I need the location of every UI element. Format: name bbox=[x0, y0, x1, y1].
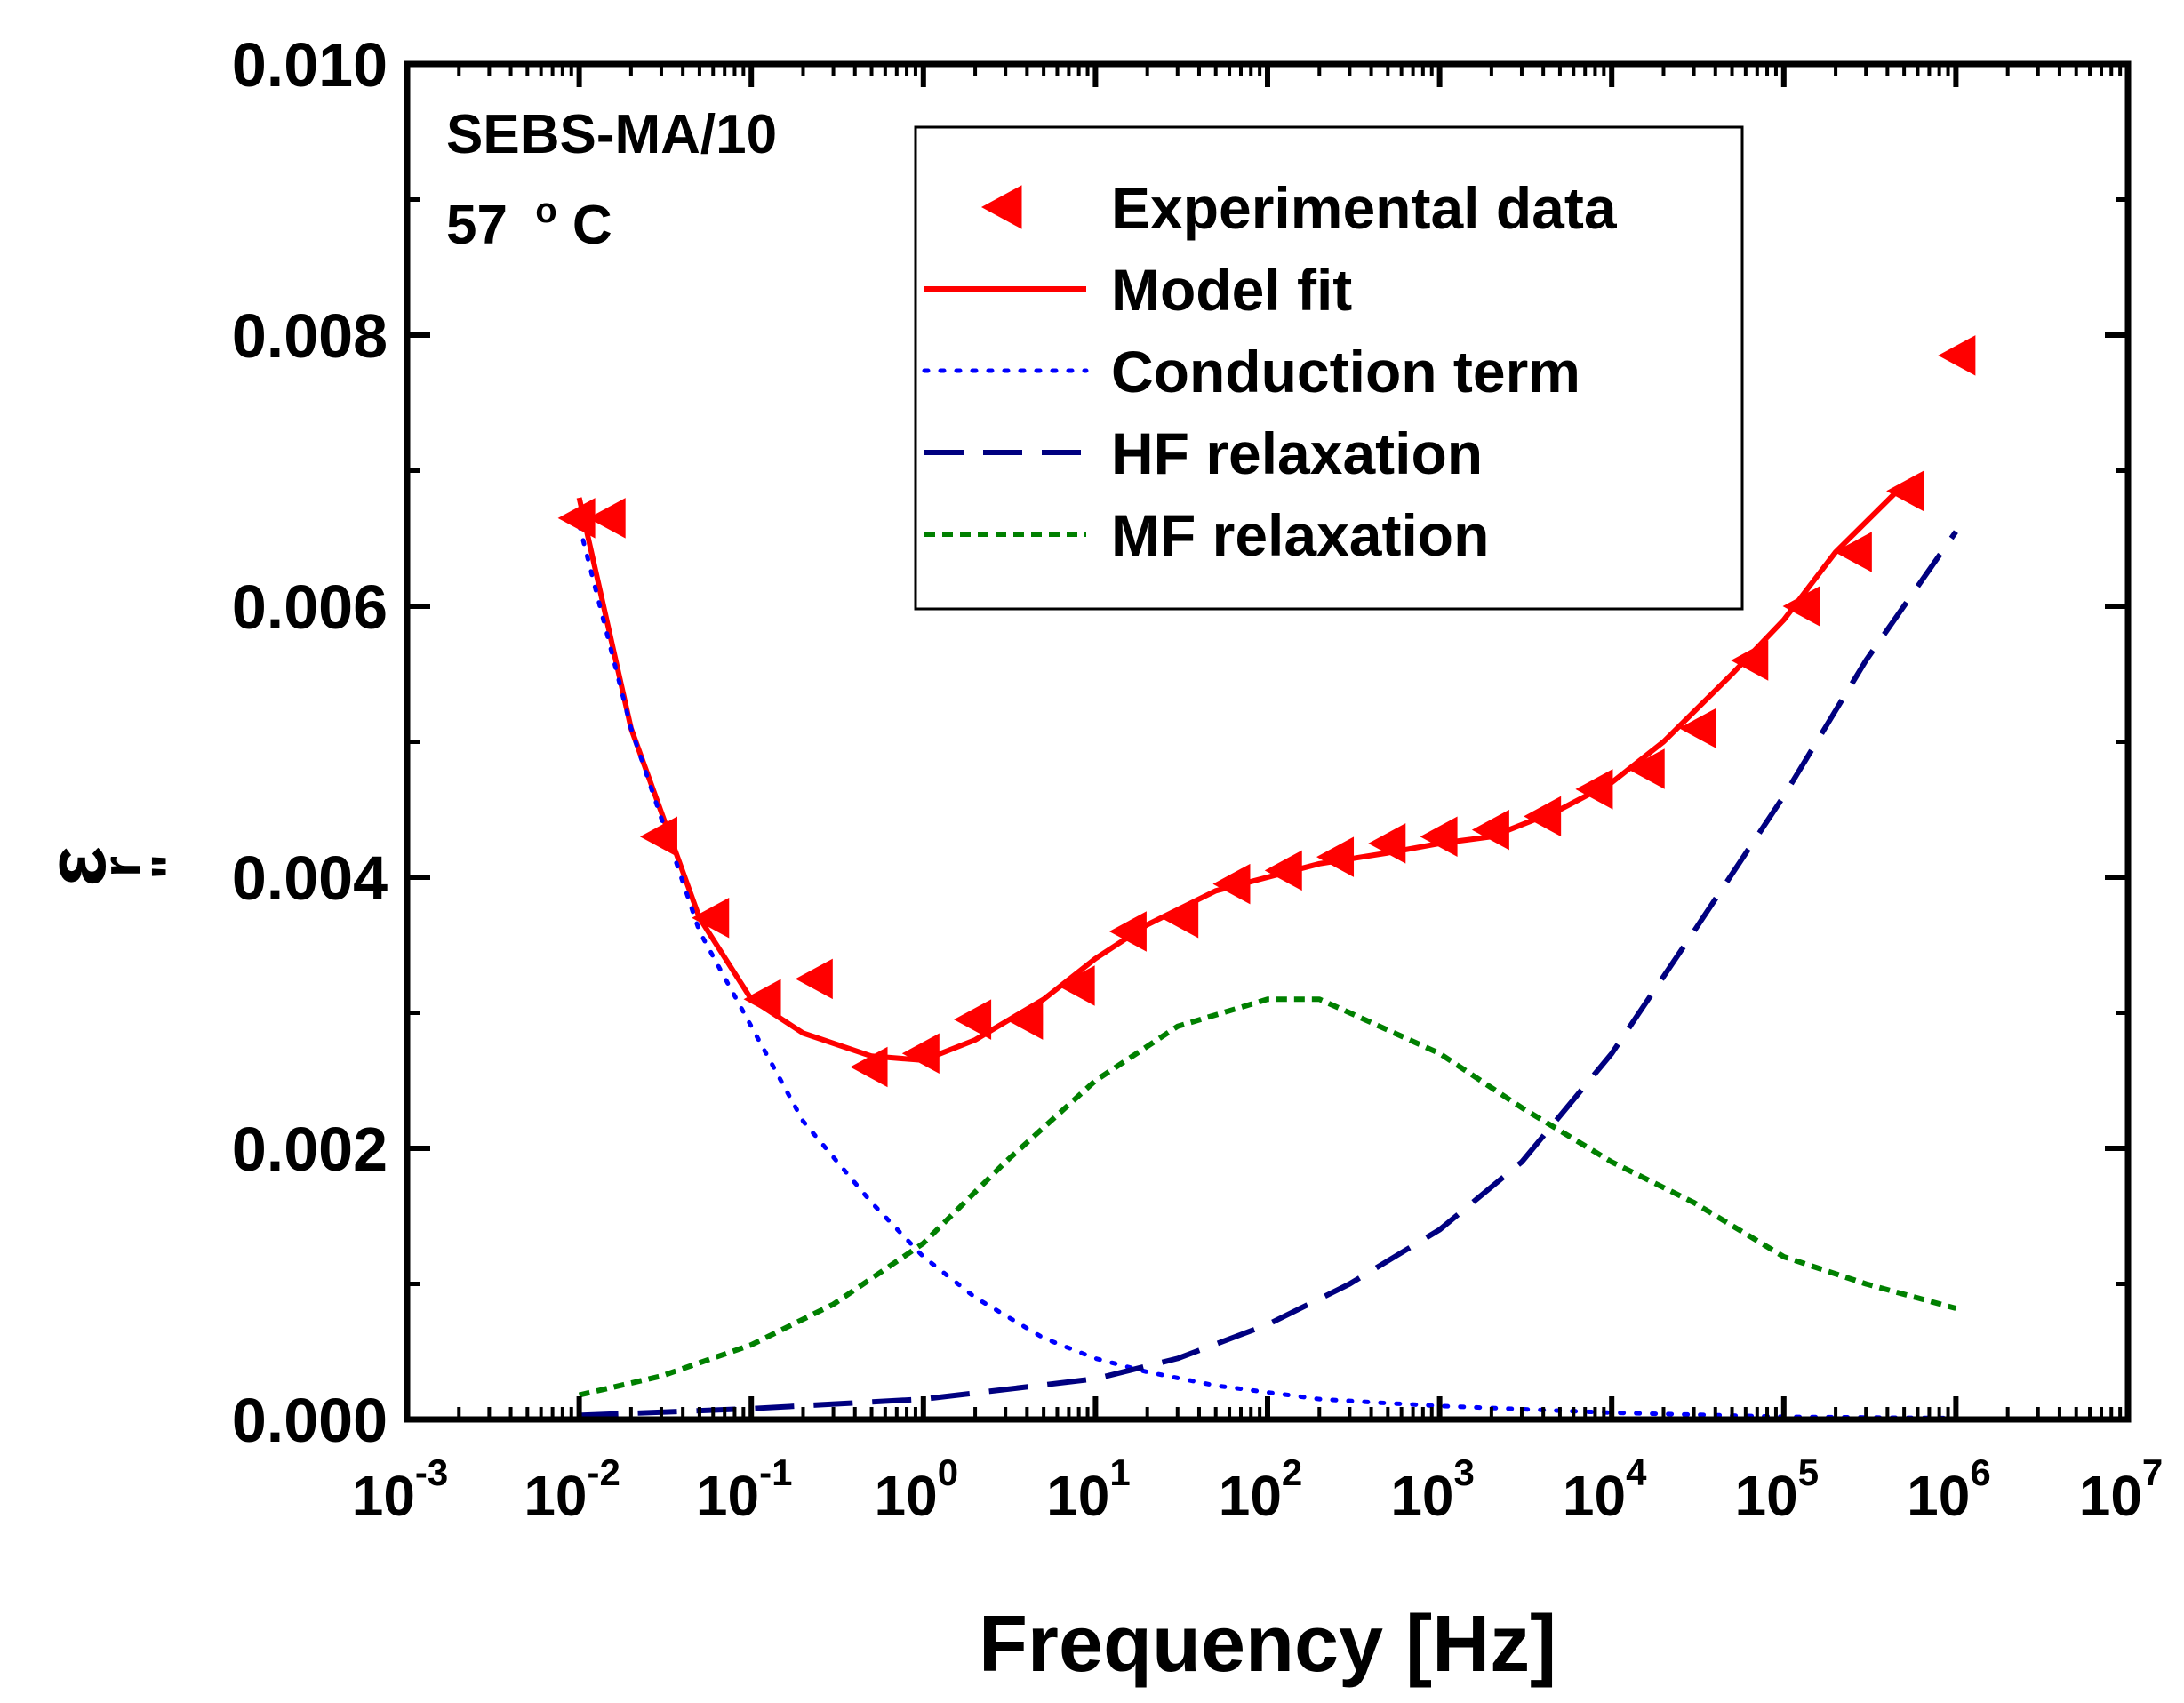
data-point-25 bbox=[1834, 532, 1872, 572]
data-point-1 bbox=[588, 498, 626, 539]
x-tick-label-3: 100 bbox=[875, 1451, 959, 1528]
data-point-22 bbox=[1678, 708, 1716, 749]
data-point-15 bbox=[1316, 836, 1355, 877]
legend-marker-triangle bbox=[981, 185, 1022, 229]
series-line-hf-relaxation bbox=[579, 530, 1958, 1419]
y-tick-label-4: 0.008 bbox=[232, 301, 388, 371]
series-line-mf-relaxation bbox=[578, 996, 1957, 1398]
legend: Experimental data Model fit Conduction ter… bbox=[922, 175, 1618, 568]
data-point-3 bbox=[692, 897, 730, 939]
data-point-8 bbox=[954, 999, 992, 1040]
data-point-12 bbox=[1161, 897, 1199, 939]
y-tick-label-1: 0.002 bbox=[232, 1115, 388, 1184]
y-tick-label-2: 0.004 bbox=[232, 844, 388, 913]
data-point-18 bbox=[1471, 809, 1509, 851]
legend-item-hf-relaxation: HF relaxation bbox=[924, 420, 1483, 486]
data-point-5 bbox=[795, 958, 833, 1000]
data-point-23 bbox=[1731, 640, 1769, 681]
data-point-6 bbox=[850, 1046, 888, 1088]
data-point-9 bbox=[1005, 999, 1044, 1040]
data-point-26 bbox=[1886, 470, 1924, 512]
legend-item-model-fit: Model fit bbox=[924, 257, 1352, 323]
data-point-16 bbox=[1368, 823, 1406, 864]
legend-box bbox=[914, 125, 1744, 611]
series-layer bbox=[576, 482, 1958, 1419]
x-tick-label-4: 101 bbox=[1046, 1451, 1131, 1528]
data-point-17 bbox=[1420, 816, 1458, 858]
x-tick-label-9: 106 bbox=[1907, 1451, 1991, 1528]
y-tick-label-3: 0.006 bbox=[232, 572, 388, 642]
marker-layer bbox=[557, 335, 1976, 1088]
legend-item-conduction-term: Conduction term bbox=[922, 339, 1580, 404]
x-tick-label-1: 10-2 bbox=[524, 1451, 620, 1528]
y-tick-label-5: 0.010 bbox=[232, 30, 388, 100]
data-point-19 bbox=[1524, 796, 1562, 837]
data-point-21 bbox=[1627, 748, 1665, 789]
data-point-2 bbox=[639, 816, 677, 858]
y-tick-label-0: 0.000 bbox=[232, 1386, 388, 1455]
sample-label: SEBS-MA/10 bbox=[446, 104, 777, 165]
data-point-0 bbox=[557, 498, 596, 539]
data-point-27 bbox=[1938, 335, 1976, 376]
x-tick-label-5: 102 bbox=[1219, 1451, 1303, 1528]
legend-label: MF relaxation bbox=[1111, 502, 1489, 568]
y-axis-subscript: r bbox=[92, 856, 153, 877]
data-point-4 bbox=[743, 979, 781, 1020]
data-point-14 bbox=[1264, 850, 1302, 891]
temperature-label: 57 o C bbox=[446, 173, 612, 256]
data-point-10 bbox=[1057, 965, 1095, 1006]
x-tick-label-2: 10-1 bbox=[696, 1451, 793, 1528]
x-tick-label-7: 104 bbox=[1563, 1451, 1647, 1528]
x-tick-label-0: 10-3 bbox=[352, 1451, 449, 1528]
x-tick-label-10: 107 bbox=[2079, 1451, 2164, 1528]
y-axis-title: ε r " bbox=[28, 846, 203, 887]
data-point-7 bbox=[901, 1033, 940, 1075]
data-point-11 bbox=[1108, 911, 1147, 952]
legend-label: HF relaxation bbox=[1111, 420, 1483, 486]
x-tick-label-8: 105 bbox=[1735, 1451, 1820, 1528]
y-axis-symbol: ε bbox=[28, 846, 124, 887]
legend-label: Conduction term bbox=[1111, 339, 1580, 404]
data-point-13 bbox=[1212, 863, 1251, 905]
data-point-24 bbox=[1782, 586, 1820, 627]
x-tick-label-6: 103 bbox=[1390, 1451, 1475, 1528]
x-axis-title: Frequency [Hz] bbox=[979, 1600, 1556, 1689]
legend-label: Experimental data bbox=[1111, 175, 1618, 241]
legend-item-experimental-data: Experimental data bbox=[981, 175, 1618, 241]
legend-label: Model fit bbox=[1111, 257, 1352, 323]
axis-layer: 0.000 0.002 0.004 0.006 0.008 0.010 10-3 10-2 10… bbox=[232, 30, 2163, 1528]
legend-item-mf-relaxation: MF relaxation bbox=[924, 502, 1489, 568]
series-line-conduction-term bbox=[577, 523, 1958, 1419]
data-point-20 bbox=[1575, 769, 1613, 810]
y-axis-superscript: " bbox=[141, 853, 203, 879]
